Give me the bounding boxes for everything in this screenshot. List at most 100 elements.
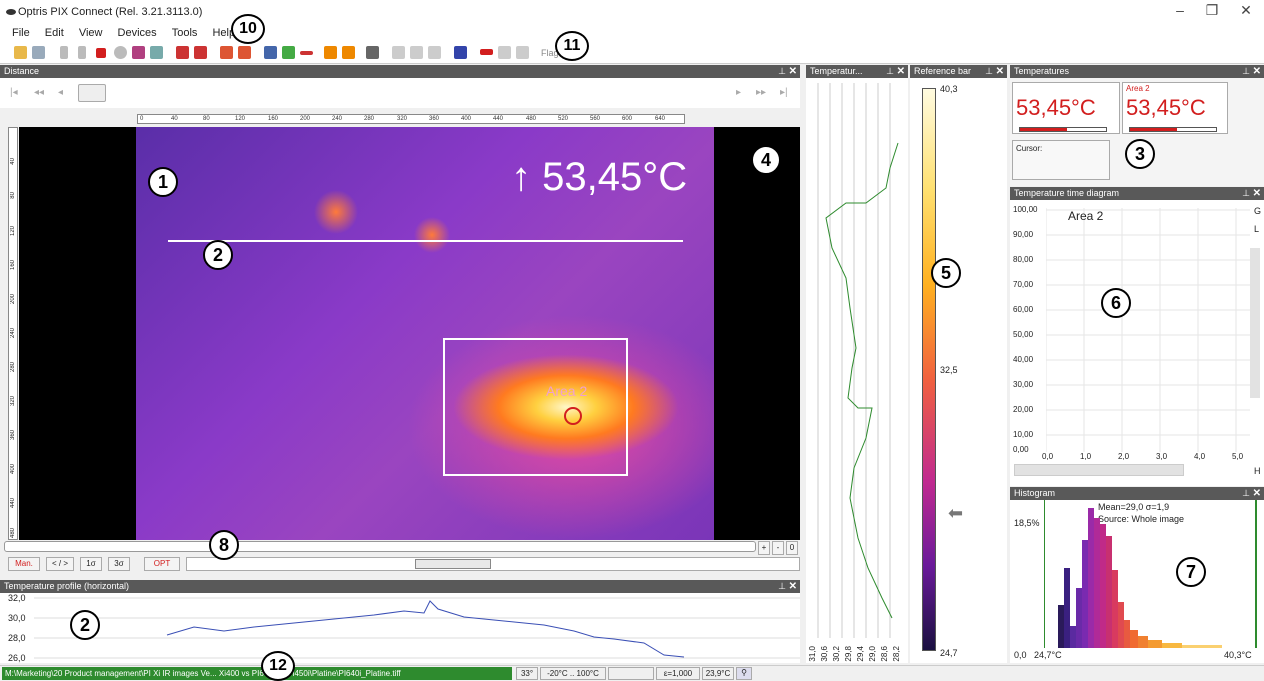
close-panel-icon[interactable]: ✕ xyxy=(1252,488,1261,499)
scale-arrow-icon[interactable]: ⬅ xyxy=(948,503,964,523)
close-panel-icon[interactable]: ✕ xyxy=(896,66,905,77)
play-icon[interactable] xyxy=(60,46,68,59)
layout-2-icon[interactable] xyxy=(238,46,251,59)
record-icon[interactable] xyxy=(114,46,127,59)
menu-tools[interactable]: Tools xyxy=(171,27,198,39)
pin-icon[interactable]: ⊥ xyxy=(778,66,786,76)
restore-button[interactable]: ❐ xyxy=(1205,2,1219,18)
profile-panel-title: Temperature profile (horizontal) xyxy=(4,581,130,591)
chart-icon[interactable] xyxy=(282,46,295,59)
ruler-tick: 520 xyxy=(558,116,569,122)
fast-forward-icon[interactable]: ▸▸ xyxy=(756,87,767,98)
vprofile-tick: 29,0 xyxy=(868,646,877,662)
profile-icon[interactable] xyxy=(264,46,277,59)
thermal-image[interactable]: Area 2 ↑ 53,45°C xyxy=(19,127,800,540)
menu-help[interactable]: Help xyxy=(212,27,236,39)
menu-view[interactable]: View xyxy=(78,27,103,39)
ruler-tick: 360 xyxy=(429,116,440,122)
copy-icon[interactable] xyxy=(150,46,163,59)
layer-icon[interactable] xyxy=(454,46,467,59)
stop-icon[interactable] xyxy=(96,48,106,58)
step-back-icon[interactable]: ◂ xyxy=(58,87,64,98)
time-diagram-scrollbar[interactable] xyxy=(1014,464,1184,476)
zoom-out-button[interactable]: - xyxy=(772,541,784,555)
last-frame-icon[interactable]: ▸| xyxy=(780,87,788,98)
range-icon[interactable] xyxy=(480,49,493,55)
sigma1-button[interactable]: 1σ xyxy=(80,557,102,571)
zoom-in-button[interactable]: + xyxy=(758,541,770,555)
callout-2: 2 xyxy=(203,240,233,270)
callout-3: 3 xyxy=(1125,139,1155,169)
side-g-button[interactable]: G xyxy=(1254,206,1262,216)
horizontal-ruler: 0 40 80 120 160 200 240 280 320 360 400 … xyxy=(137,114,685,124)
temperature-cell-2[interactable]: Area 2 53,45°C xyxy=(1122,82,1228,134)
status-emissivity[interactable]: ε=1,000 xyxy=(656,667,700,680)
profile-panel-header: Temperature profile (horizontal) ⊥ ✕ xyxy=(0,580,800,593)
menu-file[interactable]: File xyxy=(12,27,30,39)
temperature-cell-1[interactable]: 53,45°C xyxy=(1012,82,1120,134)
minimize-button[interactable]: – xyxy=(1176,2,1184,18)
status-bar: M:\Marketing\20 Product management\PI Xi… xyxy=(0,665,1264,681)
close-window-button[interactable]: ✕ xyxy=(1240,2,1252,18)
temperature-value-2: 53,45°C xyxy=(1126,95,1206,120)
time-y-tick: 0,00 xyxy=(1013,445,1029,454)
timeline-slider-thumb[interactable] xyxy=(78,84,106,102)
sigma3-button[interactable]: 3σ xyxy=(108,557,130,571)
pin-icon[interactable]: ⊥ xyxy=(1242,66,1250,76)
menu-edit[interactable]: Edit xyxy=(44,27,64,39)
close-panel-icon[interactable]: ✕ xyxy=(1252,188,1261,199)
close-panel-icon[interactable]: ✕ xyxy=(788,581,797,592)
pin-icon[interactable]: ⊥ xyxy=(778,581,786,591)
range-slider-thumb[interactable] xyxy=(415,559,491,569)
side-l-button[interactable]: L xyxy=(1254,224,1260,234)
grid-icon[interactable] xyxy=(392,46,405,59)
time-diagram-vscroll[interactable] xyxy=(1250,248,1260,398)
open-folder-icon[interactable] xyxy=(14,46,27,59)
status-ambient[interactable]: 23,9°C xyxy=(702,667,734,680)
step-forward-icon[interactable]: ▸ xyxy=(736,87,742,98)
palette-2-icon[interactable] xyxy=(194,46,207,59)
align-icon[interactable] xyxy=(410,46,423,59)
cursor-cell[interactable]: Cursor: xyxy=(1012,140,1110,180)
profile-y-tick: 26,0 xyxy=(8,653,26,663)
first-frame-icon[interactable]: |◂ xyxy=(10,87,18,98)
close-panel-icon[interactable]: ✕ xyxy=(788,66,797,77)
pin-icon[interactable]: ⊥ xyxy=(886,66,894,76)
manual-scale-button[interactable]: Man. xyxy=(8,557,40,571)
save-icon[interactable] xyxy=(32,46,45,59)
snapshot-icon[interactable] xyxy=(132,46,145,59)
settings-icon[interactable] xyxy=(428,46,441,59)
pin-icon[interactable]: ⊥ xyxy=(1242,188,1250,198)
bar-chart-2-icon[interactable] xyxy=(342,46,355,59)
close-panel-icon[interactable]: ✕ xyxy=(995,66,1004,77)
image-scroll-slider[interactable] xyxy=(4,541,756,552)
callout-10: 10 xyxy=(231,14,265,44)
export-icon[interactable] xyxy=(516,46,529,59)
line-icon[interactable] xyxy=(300,51,313,55)
temperatures-header: Temperatures ⊥ ✕ xyxy=(1010,65,1264,78)
side-h-button[interactable]: H xyxy=(1254,466,1261,476)
camera-icon[interactable] xyxy=(498,46,511,59)
flag-button[interactable]: Flag xyxy=(541,48,559,58)
tools-icon[interactable] xyxy=(366,46,379,59)
pin-icon[interactable]: ⊥ xyxy=(985,66,993,76)
pause-icon[interactable] xyxy=(78,46,86,59)
rewind-icon[interactable]: ◂◂ xyxy=(34,87,45,98)
window-title: Optris PIX Connect (Rel. 3.21.3113.0) xyxy=(18,6,203,18)
opt-button[interactable]: OPT xyxy=(144,557,180,571)
area-2-label: Area 2 xyxy=(546,383,588,399)
menu-devices[interactable]: Devices xyxy=(117,27,157,39)
range-slider[interactable] xyxy=(186,557,800,571)
ruler-tick: 440 xyxy=(10,498,16,509)
area-2-rectangle[interactable] xyxy=(443,338,628,476)
zoom-reset-button[interactable]: 0 xyxy=(786,541,798,555)
title-bar: Optris PIX Connect (Rel. 3.21.3113.0) – … xyxy=(0,0,1264,24)
close-panel-icon[interactable]: ✕ xyxy=(1252,66,1261,77)
status-key-icon[interactable]: ⚲ xyxy=(736,667,752,680)
palette-icon[interactable] xyxy=(176,46,189,59)
layout-icon[interactable] xyxy=(220,46,233,59)
pin-icon[interactable]: ⊥ xyxy=(1242,488,1250,498)
min-max-scale-button[interactable]: < / > xyxy=(46,557,74,571)
bar-chart-icon[interactable] xyxy=(324,46,337,59)
horizontal-profile-line[interactable] xyxy=(168,240,683,242)
